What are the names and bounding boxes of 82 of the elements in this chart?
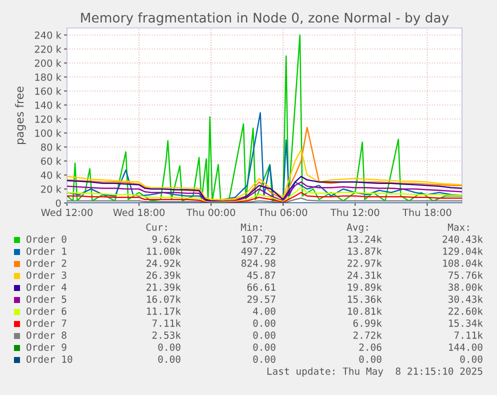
x-tick-label: Thu 18:00 xyxy=(402,208,452,216)
text: 7.11k xyxy=(152,319,181,327)
text: 38.00k xyxy=(448,283,483,291)
text: Avg: xyxy=(346,224,368,233)
y-axis-title: pages free xyxy=(15,86,26,144)
text: 144.00 xyxy=(449,343,482,351)
text: 24.31k xyxy=(348,271,382,279)
text: 29.57 xyxy=(247,295,276,303)
text: 16.07k xyxy=(147,295,181,303)
text: 107.79 xyxy=(242,235,276,243)
legend-label: Order 6 xyxy=(26,307,66,315)
y-tick-label: 140 k xyxy=(35,101,62,109)
legend-label: Order 10 xyxy=(26,355,72,363)
line-series xyxy=(67,149,462,200)
chart-title: Memory fragmentation in Node 0, zone Normal - by day xyxy=(81,12,449,26)
text: 0.00 xyxy=(253,331,276,339)
y-tick-label: 60 k xyxy=(41,157,62,165)
text: Max: xyxy=(448,224,469,231)
text: 21.39k xyxy=(146,283,181,291)
legend-label: Order 7 xyxy=(26,319,66,327)
text: 11.00k xyxy=(147,247,181,255)
text: 129.04k xyxy=(443,247,483,255)
text: 824.98 xyxy=(242,259,276,267)
y-tick-label: 0 xyxy=(56,199,61,207)
text: 11.17k xyxy=(147,307,181,315)
y-tick-label: 20 k xyxy=(41,185,62,193)
text: 2.06 xyxy=(359,343,382,351)
legend-label: Order 4 xyxy=(26,283,67,291)
y-tick-label: 180 k xyxy=(35,73,62,81)
text: 15.34k xyxy=(449,319,483,327)
text: 0.00 xyxy=(253,355,276,363)
text: 75.76k xyxy=(448,271,483,279)
text: 0.00 xyxy=(359,355,382,363)
y-tick-label: 240 k xyxy=(34,31,62,39)
text: 240.43k xyxy=(442,235,483,243)
text: 0.00 xyxy=(460,355,482,363)
text: 0.00 xyxy=(158,355,180,363)
text: 13.87k xyxy=(348,247,382,255)
text: 0.00 xyxy=(253,343,276,351)
text: Min: xyxy=(240,223,262,231)
y-tick-label: 220 k xyxy=(34,45,62,53)
y-tick-label: 200 k xyxy=(34,59,62,67)
legend-label: Order 9 xyxy=(26,343,66,351)
x-tick-label: Wed 12:00 xyxy=(41,208,93,216)
text: 22.97k xyxy=(348,259,382,267)
text: 45.87 xyxy=(247,271,276,279)
text: 24.92k xyxy=(146,259,181,267)
text: 30.43k xyxy=(448,295,483,303)
text: 0.00 xyxy=(253,319,276,327)
text: 497.22 xyxy=(241,247,276,255)
text: 10.81k xyxy=(348,307,382,315)
text: 0.00 xyxy=(158,343,180,351)
text: Cur: xyxy=(146,223,167,231)
text: 15.36k xyxy=(348,295,382,303)
legend-label: Order 1 xyxy=(26,247,66,255)
x-tick-label: Thu 06:00 xyxy=(258,208,308,216)
text: Last update: Thu May 8 21:15:10 2025 xyxy=(267,367,482,377)
text: 108.04k xyxy=(443,259,483,267)
text: 19.89k xyxy=(348,283,382,291)
y-tick-label: 160 k xyxy=(35,87,62,95)
text: 6.99k xyxy=(353,319,382,327)
legend-label: Order 8 xyxy=(26,331,66,339)
x-tick-label: Wed 18:00 xyxy=(113,208,165,216)
y-tick-label: 100 k xyxy=(35,129,62,137)
text: 4.00 xyxy=(253,307,276,315)
y-tick-label: 40 k xyxy=(40,171,62,179)
legend-label: Order 3 xyxy=(26,271,66,279)
y-tick-label: 120 k xyxy=(35,115,62,123)
x-tick-label: Thu 12:00 xyxy=(330,208,380,216)
text: 22.60k xyxy=(448,307,483,315)
text: 7.11k xyxy=(454,331,483,339)
text: 2.72k xyxy=(353,331,382,339)
legend-label: Order 2 xyxy=(26,259,66,267)
text: 2.53k xyxy=(152,331,181,339)
text: 66.61 xyxy=(247,283,276,291)
legend-label: Order 0 xyxy=(26,235,66,243)
text: 9.62k xyxy=(152,235,181,243)
legend-label: Order 5 xyxy=(26,295,66,303)
x-tick-label: Thu 00:00 xyxy=(186,208,236,216)
y-tick-label: 80 k xyxy=(41,143,62,151)
text: 26.39k xyxy=(146,271,181,279)
text: 13.24k xyxy=(348,235,382,243)
